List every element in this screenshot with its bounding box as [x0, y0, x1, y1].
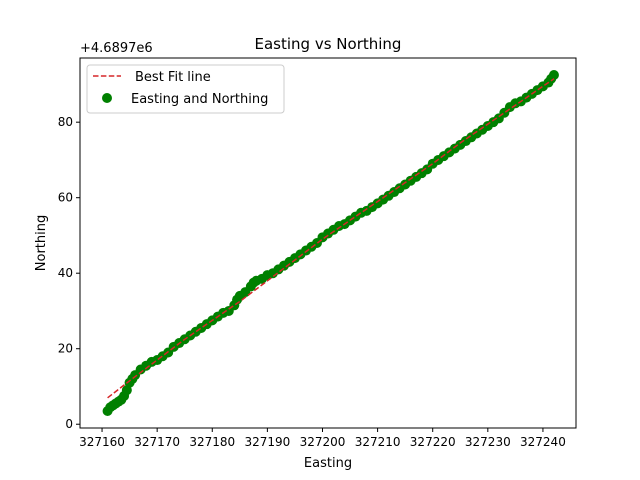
- x-tick-label: 327190: [244, 435, 290, 449]
- legend-box: [86, 64, 285, 114]
- x-tick-label: 327160: [79, 435, 125, 449]
- y-offset-label: +4.6897e6: [80, 41, 153, 56]
- x-tick-label: 327170: [134, 435, 180, 449]
- x-tick-label: 327180: [189, 435, 235, 449]
- y-tick-label: 60: [58, 191, 73, 205]
- y-tick-label: 0: [65, 417, 73, 431]
- best-fit-line: [107, 78, 555, 399]
- y-axis-ticks: 0 20 40 60 80: [58, 115, 80, 431]
- legend-marker-swatch: [102, 93, 112, 103]
- data-point: [548, 69, 559, 80]
- x-tick-label: 327210: [355, 435, 401, 449]
- chart-title: Easting vs Northing: [255, 35, 402, 53]
- x-tick-label: 327200: [300, 435, 346, 449]
- y-tick-label: 40: [58, 266, 73, 280]
- y-tick-label: 80: [58, 115, 73, 129]
- series-layer: [102, 69, 559, 417]
- legend-label-points: Easting and Northing: [131, 92, 268, 107]
- x-tick-label: 327230: [465, 435, 511, 449]
- x-axis-ticks: 327160 327170 327180 327190 327200 327210 3272…: [79, 428, 566, 449]
- x-tick-label: 327220: [410, 435, 456, 449]
- x-axis-label: Easting: [304, 456, 352, 471]
- y-axis-label: Northing: [34, 215, 49, 271]
- plot-frame: [79, 57, 577, 429]
- legend: Best Fit line Easting and Northing: [86, 64, 285, 114]
- x-tick-label: 327240: [520, 435, 566, 449]
- y-tick-label: 20: [58, 342, 73, 356]
- legend-label-best-fit: Best Fit line: [135, 70, 211, 85]
- data-point: [121, 385, 132, 396]
